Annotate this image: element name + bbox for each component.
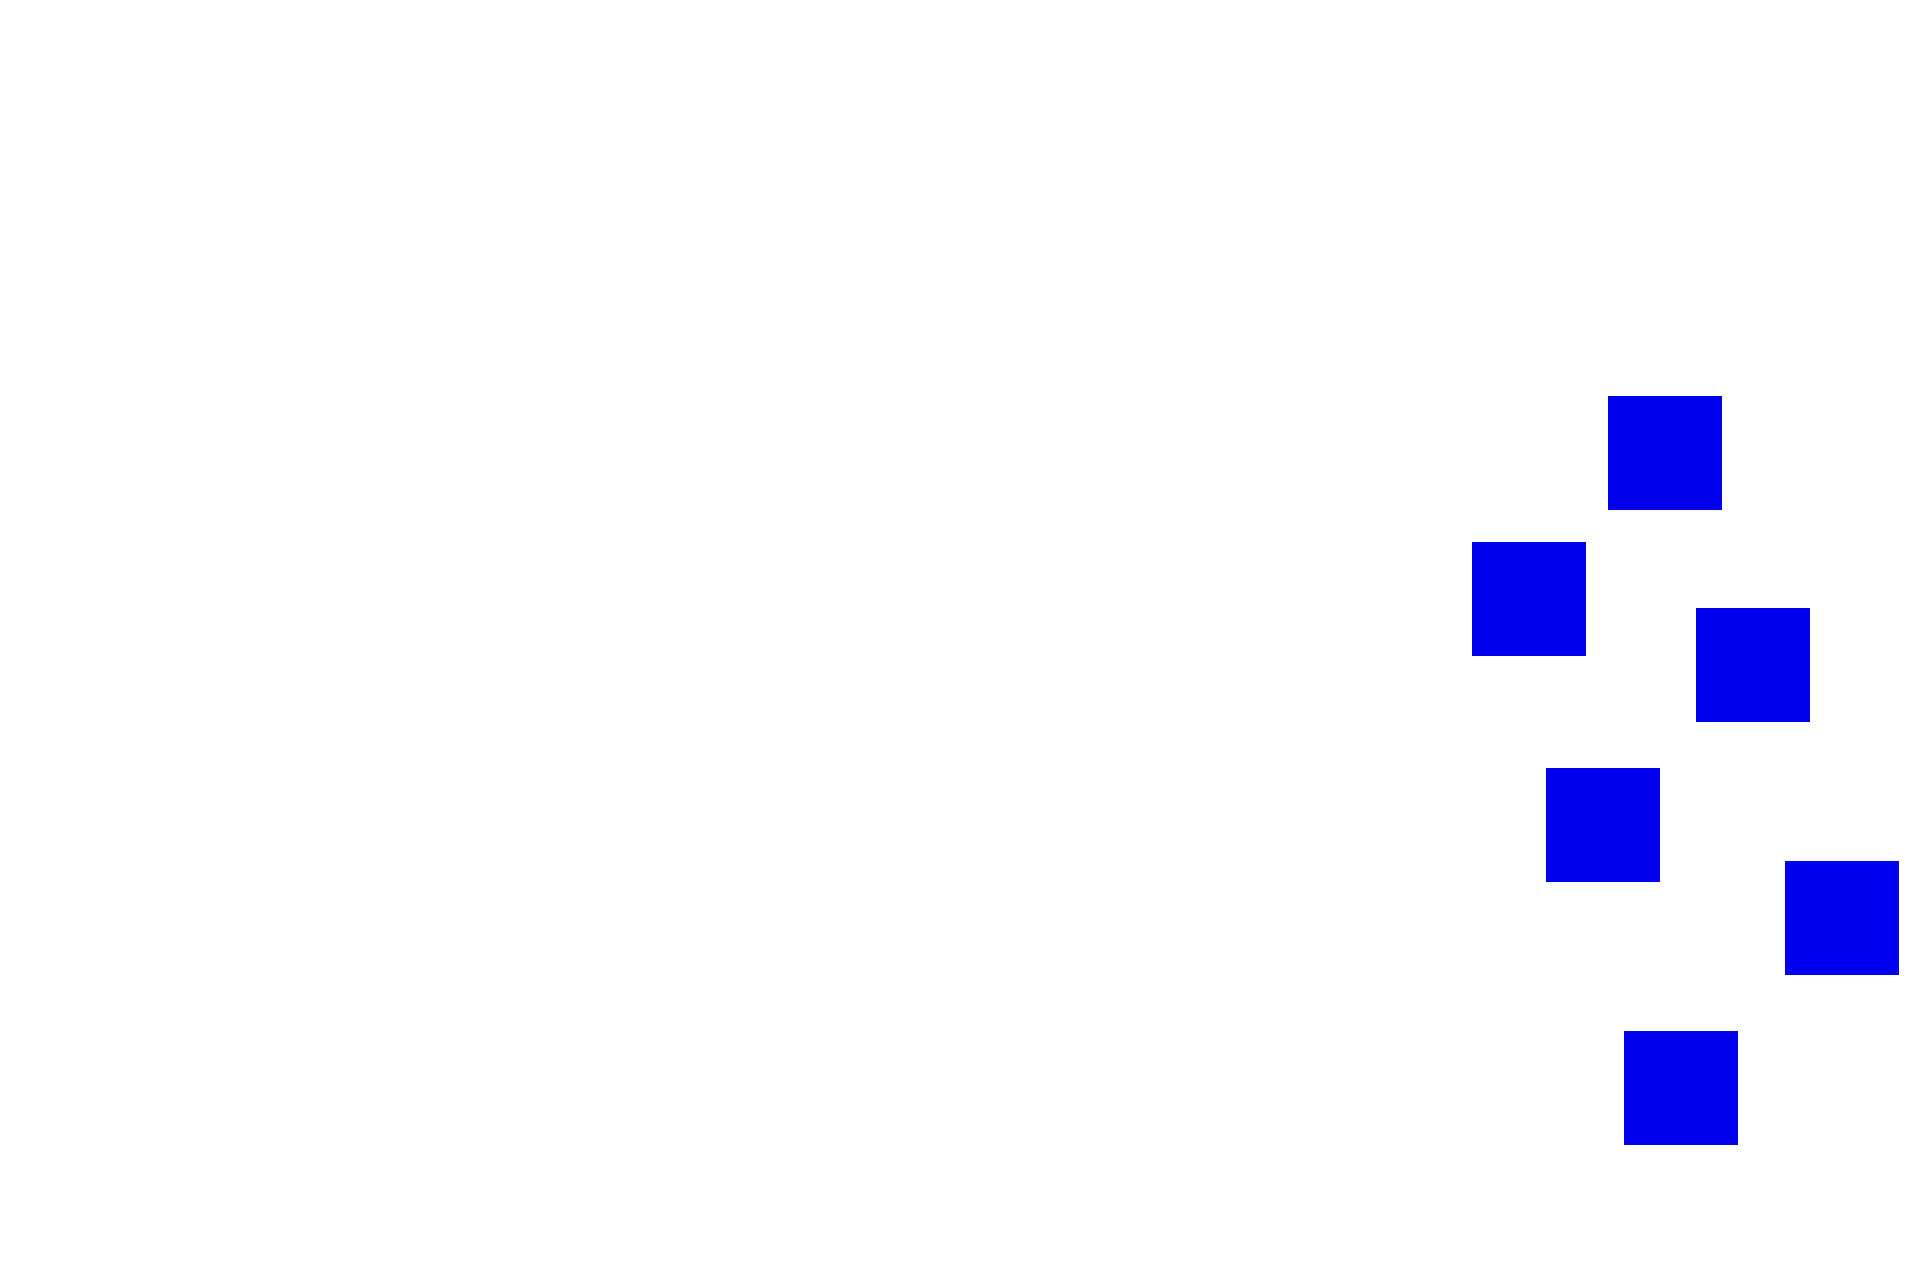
square-3	[1546, 768, 1660, 882]
square-0	[1608, 396, 1722, 510]
square-1	[1472, 542, 1586, 656]
square-5	[1624, 1031, 1738, 1145]
square-2	[1696, 608, 1810, 722]
square-4	[1785, 861, 1899, 975]
